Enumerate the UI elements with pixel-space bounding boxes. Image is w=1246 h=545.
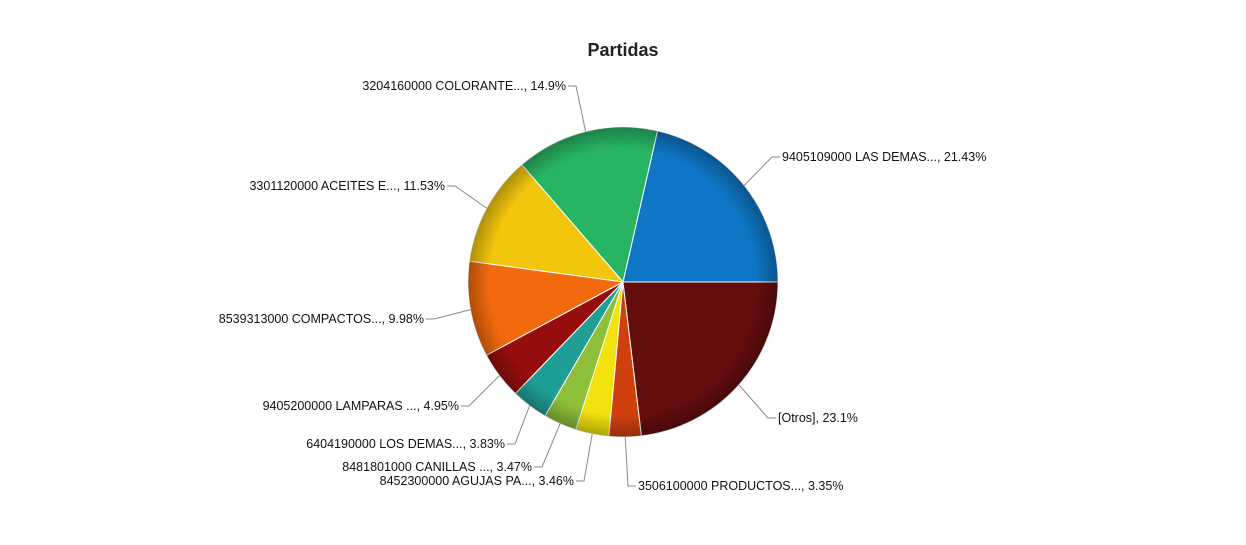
- slice-label: 8452300000 AGUJAS PA..., 3.46%: [380, 474, 574, 488]
- slice-label: 3506100000 PRODUCTOS..., 3.35%: [638, 479, 843, 493]
- leader-line: [568, 85, 587, 132]
- slice-label: 9405109000 LAS DEMAS..., 21.43%: [782, 150, 986, 164]
- slice-label: 8481801000 CANILLAS ..., 3.47%: [342, 460, 532, 474]
- leader-line: [447, 185, 487, 209]
- slice-labels: 9405109000 LAS DEMAS..., 21.43% 320416000…: [219, 79, 987, 493]
- slice-label: 8539313000 COMPACTOS..., 9.98%: [219, 312, 424, 326]
- slice-label: 3301120000 ACEITES E..., 11.53%: [249, 179, 445, 193]
- leader-line: [426, 309, 471, 320]
- leader-lines: [426, 85, 780, 487]
- leader-line: [507, 405, 531, 445]
- chart-title: Partidas: [587, 40, 659, 60]
- pie-slices: [467, 126, 779, 438]
- leader-line: [461, 375, 500, 407]
- leader-line: [738, 384, 776, 419]
- leader-line: [534, 423, 561, 468]
- pie-slice: [622, 281, 779, 437]
- slice-label: [Otros], 23.1%: [778, 411, 858, 425]
- slice-label: 3204160000 COLORANTE..., 14.9%: [362, 79, 566, 93]
- leader-line: [576, 433, 593, 482]
- slice-label: 9405200000 LAMPARAS ..., 4.95%: [263, 399, 459, 413]
- leader-line: [624, 436, 636, 487]
- slice-label: 6404190000 LOS DEMAS..., 3.83%: [306, 437, 505, 451]
- leader-line: [743, 156, 780, 186]
